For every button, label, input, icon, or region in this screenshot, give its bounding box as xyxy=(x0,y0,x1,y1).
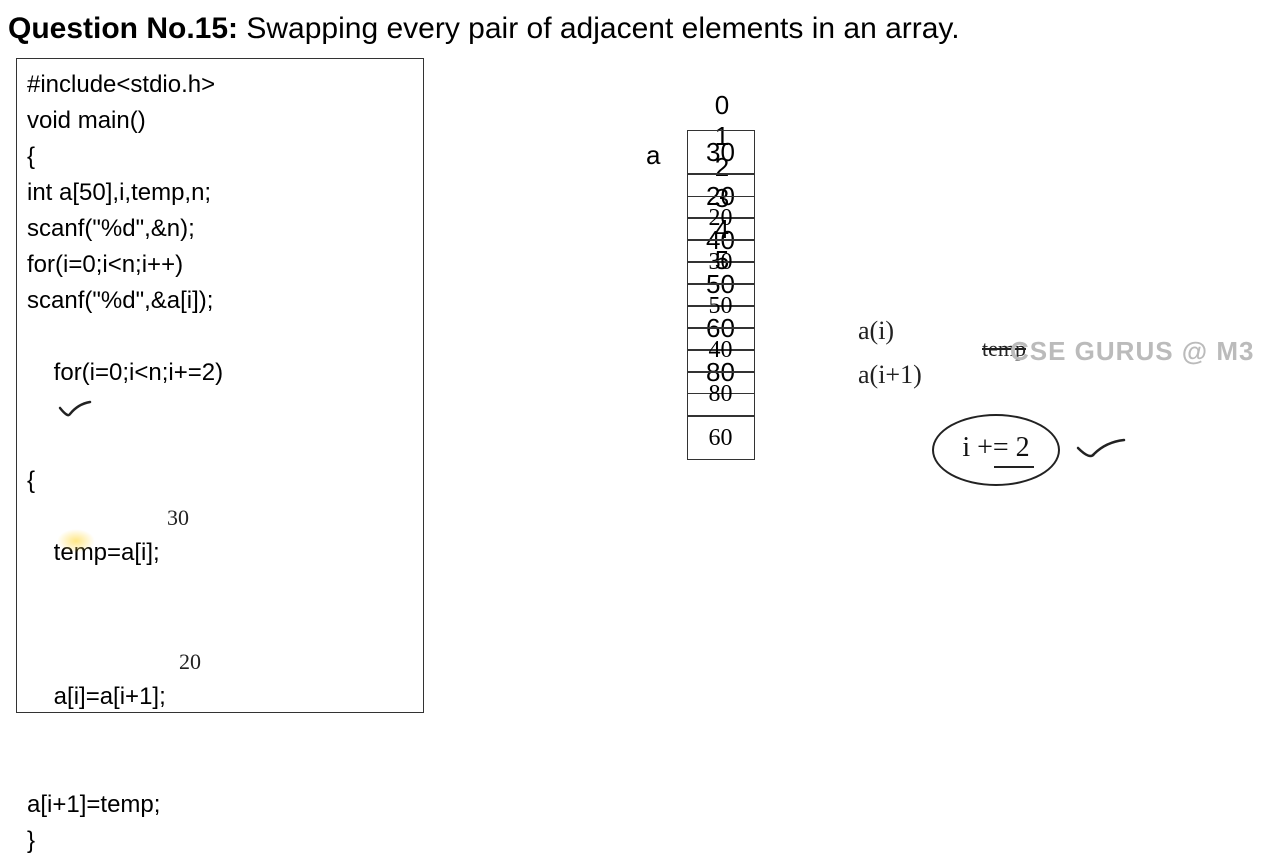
highlight-spot xyxy=(57,529,95,553)
question-number: Question No.15: xyxy=(8,12,238,45)
code-text: a[i]=a[i+1]; xyxy=(54,683,166,710)
checkmark-icon xyxy=(58,400,92,420)
watermark-text: CSE GURUS @ M3 xyxy=(1010,336,1255,367)
code-line: temp=a[i]; 30 xyxy=(27,499,413,643)
oval-annotation: i += 2 xyxy=(932,414,1060,486)
array-cell: 50 xyxy=(687,284,755,328)
checkmark-icon xyxy=(1076,438,1126,462)
page-title: Question No.15: Swapping every pair of a… xyxy=(0,0,1280,54)
code-line: scanf("%d",&n); xyxy=(27,211,413,247)
hand-note-aci1: a(i+1) xyxy=(858,360,922,390)
index-cell: 0 xyxy=(688,90,756,121)
array-cell: 40 xyxy=(687,328,755,372)
array-cell: 30 xyxy=(687,130,755,174)
code-line: } xyxy=(27,823,413,859)
hand-annotation: 20 xyxy=(179,645,201,678)
code-line: a[i]=a[i+1]; 20 xyxy=(27,643,413,787)
code-line: for(i=0;i<n;i+=2) xyxy=(27,319,413,463)
array-cell: 20 xyxy=(687,196,755,240)
code-line: int a[50],i,temp,n; xyxy=(27,175,413,211)
code-line: { xyxy=(27,463,413,499)
code-block: #include<stdio.h> void main() { int a[50… xyxy=(16,58,424,713)
question-text: Swapping every pair of adjacent elements… xyxy=(238,12,960,45)
code-line: for(i=0;i<n;i++) xyxy=(27,247,413,283)
code-line: a[i+1]=temp; xyxy=(27,787,413,823)
code-line: { xyxy=(27,139,413,175)
hand-note-aci: a(i) xyxy=(858,316,894,346)
array-cell: 80 xyxy=(687,372,755,416)
array-row-swapped: 20 30 50 40 80 60 xyxy=(688,196,755,460)
code-text: for(i=0;i<n;i+=2) xyxy=(54,359,223,386)
code-line: scanf("%d",&a[i]); xyxy=(27,283,413,319)
array-cell: 30 xyxy=(687,240,755,284)
array-name-label: a xyxy=(646,140,660,171)
hand-annotation: 30 xyxy=(167,501,189,534)
code-line: void main() xyxy=(27,103,413,139)
array-cell: 60 xyxy=(687,416,755,460)
underline-stroke xyxy=(994,466,1034,468)
code-line: #include<stdio.h> xyxy=(27,67,413,103)
oval-text: i += 2 xyxy=(962,432,1029,463)
